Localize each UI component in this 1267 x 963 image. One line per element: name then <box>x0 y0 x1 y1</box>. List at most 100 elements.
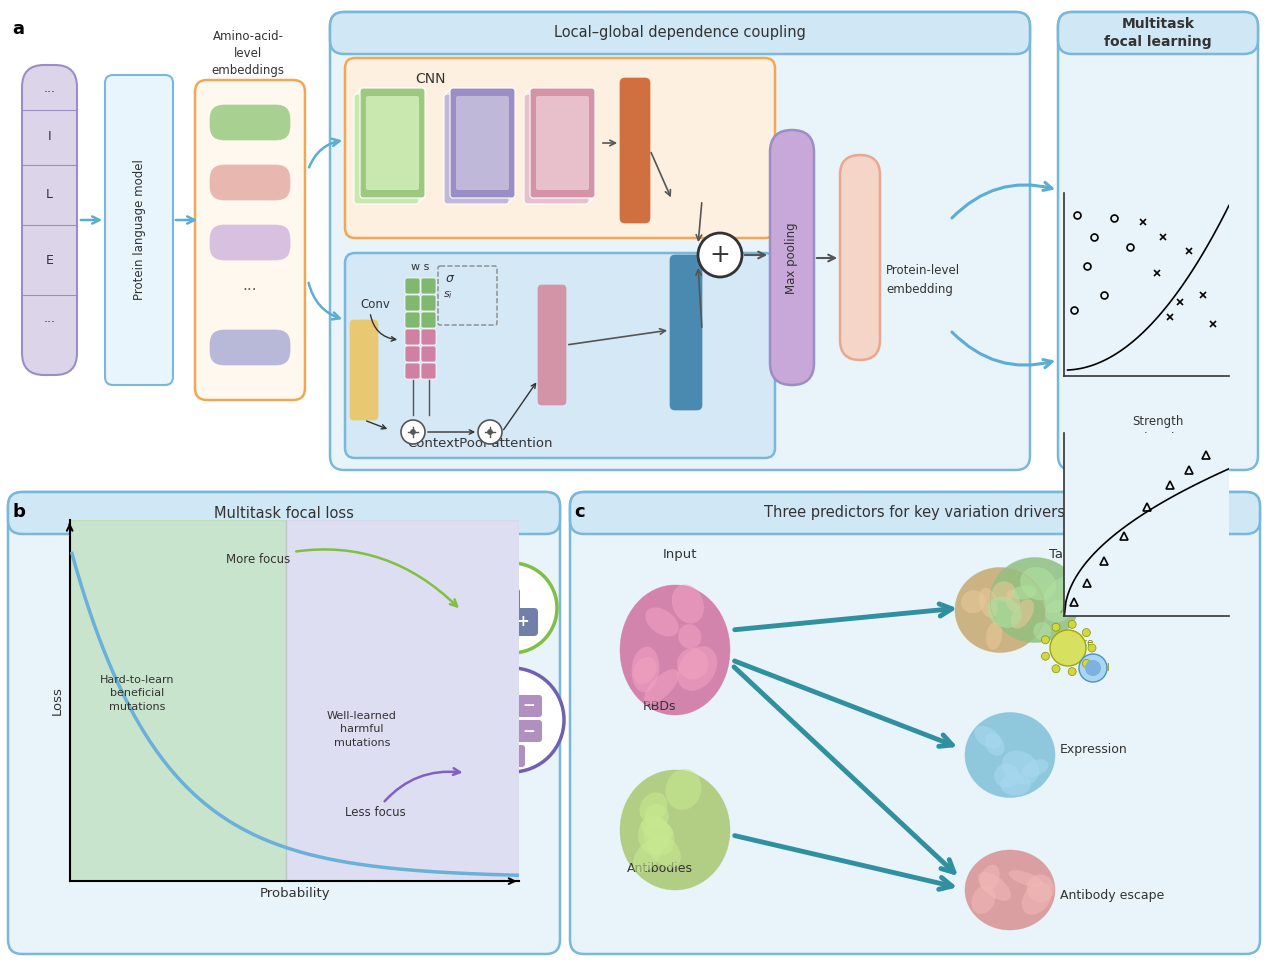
FancyBboxPatch shape <box>1058 12 1258 470</box>
Circle shape <box>1082 660 1091 667</box>
FancyBboxPatch shape <box>570 492 1259 534</box>
Ellipse shape <box>987 596 1021 628</box>
Text: E: E <box>46 253 53 267</box>
FancyBboxPatch shape <box>405 329 419 345</box>
FancyBboxPatch shape <box>499 745 525 767</box>
Text: Protein-level
embedding: Protein-level embedding <box>886 265 960 296</box>
Circle shape <box>1079 654 1107 682</box>
Circle shape <box>478 420 502 444</box>
FancyBboxPatch shape <box>405 278 419 294</box>
FancyBboxPatch shape <box>516 695 542 717</box>
Text: b: b <box>11 503 25 521</box>
Ellipse shape <box>1011 586 1038 600</box>
FancyBboxPatch shape <box>356 92 421 202</box>
Ellipse shape <box>962 590 986 613</box>
Text: Well-learned
harmful
mutations: Well-learned harmful mutations <box>327 712 397 747</box>
Text: −: − <box>522 698 536 714</box>
FancyBboxPatch shape <box>350 320 378 420</box>
Circle shape <box>1085 660 1101 676</box>
Ellipse shape <box>634 840 661 872</box>
Ellipse shape <box>1034 622 1052 640</box>
Ellipse shape <box>1022 759 1049 777</box>
Ellipse shape <box>1044 577 1076 613</box>
FancyBboxPatch shape <box>345 253 775 458</box>
FancyBboxPatch shape <box>22 65 77 375</box>
Ellipse shape <box>1009 871 1043 887</box>
Text: c: c <box>574 503 584 521</box>
FancyBboxPatch shape <box>421 278 436 294</box>
Text: Multitask focal loss: Multitask focal loss <box>214 506 353 520</box>
FancyBboxPatch shape <box>360 88 424 198</box>
Ellipse shape <box>995 764 1019 788</box>
FancyBboxPatch shape <box>508 608 538 636</box>
Ellipse shape <box>1000 773 1031 795</box>
FancyBboxPatch shape <box>405 312 419 328</box>
FancyBboxPatch shape <box>329 12 1030 54</box>
Ellipse shape <box>677 646 717 690</box>
Text: −: − <box>489 698 502 714</box>
Circle shape <box>400 420 424 444</box>
Text: +: + <box>517 614 530 630</box>
Ellipse shape <box>640 793 668 822</box>
X-axis label: Probability: Probability <box>260 887 329 899</box>
Ellipse shape <box>978 872 1011 901</box>
Circle shape <box>1052 623 1060 631</box>
FancyBboxPatch shape <box>421 312 436 328</box>
FancyBboxPatch shape <box>770 130 813 385</box>
Text: I: I <box>48 131 51 143</box>
FancyBboxPatch shape <box>405 363 419 379</box>
Text: Amino-acid-
level
embeddings: Amino-acid- level embeddings <box>212 30 285 77</box>
FancyBboxPatch shape <box>210 165 290 200</box>
Text: Max pooling: Max pooling <box>786 222 798 294</box>
Text: CNN: CNN <box>414 72 445 86</box>
FancyBboxPatch shape <box>528 90 593 200</box>
Ellipse shape <box>672 585 704 623</box>
Text: Target: Target <box>1049 548 1091 561</box>
Text: Three predictors for key variation drivers: Three predictors for key variation drive… <box>764 506 1066 520</box>
Text: L: L <box>46 189 53 201</box>
FancyBboxPatch shape <box>329 12 1030 470</box>
Text: a: a <box>11 20 24 38</box>
FancyBboxPatch shape <box>530 88 595 198</box>
Ellipse shape <box>992 582 1015 602</box>
Text: +: + <box>710 243 731 267</box>
Ellipse shape <box>644 819 674 856</box>
Ellipse shape <box>641 818 673 841</box>
Circle shape <box>488 429 493 434</box>
FancyBboxPatch shape <box>670 255 702 410</box>
FancyBboxPatch shape <box>526 92 590 202</box>
FancyBboxPatch shape <box>443 94 509 204</box>
Text: +: + <box>499 594 512 610</box>
Circle shape <box>1082 629 1091 637</box>
Ellipse shape <box>1006 589 1020 612</box>
Text: Input: Input <box>663 548 697 561</box>
FancyBboxPatch shape <box>421 363 436 379</box>
FancyBboxPatch shape <box>195 80 305 400</box>
Ellipse shape <box>955 567 1045 653</box>
Text: Expression: Expression <box>1060 743 1128 757</box>
Text: −: − <box>522 723 536 739</box>
Text: −: − <box>506 748 518 764</box>
FancyBboxPatch shape <box>481 720 508 742</box>
Text: ...: ... <box>43 311 56 325</box>
Text: Antibodies: Antibodies <box>627 862 693 875</box>
FancyBboxPatch shape <box>449 90 513 200</box>
Text: Antibody escape: Antibody escape <box>1060 889 1164 901</box>
FancyBboxPatch shape <box>359 90 423 200</box>
FancyBboxPatch shape <box>421 346 436 362</box>
Ellipse shape <box>678 624 702 649</box>
Ellipse shape <box>972 885 996 914</box>
FancyBboxPatch shape <box>450 88 514 198</box>
Circle shape <box>1088 644 1096 652</box>
Text: −: − <box>489 723 502 739</box>
Text: Hard-to-learn
beneficial
mutations: Hard-to-learn beneficial mutations <box>100 675 175 712</box>
Circle shape <box>460 668 564 772</box>
Ellipse shape <box>1045 600 1072 622</box>
Text: Local–global dependence coupling: Local–global dependence coupling <box>554 25 806 40</box>
FancyBboxPatch shape <box>210 105 290 140</box>
Text: More focus: More focus <box>227 550 457 607</box>
Text: RBDs: RBDs <box>644 700 677 713</box>
Bar <box>285 520 519 881</box>
FancyBboxPatch shape <box>8 492 560 534</box>
FancyBboxPatch shape <box>446 92 511 202</box>
